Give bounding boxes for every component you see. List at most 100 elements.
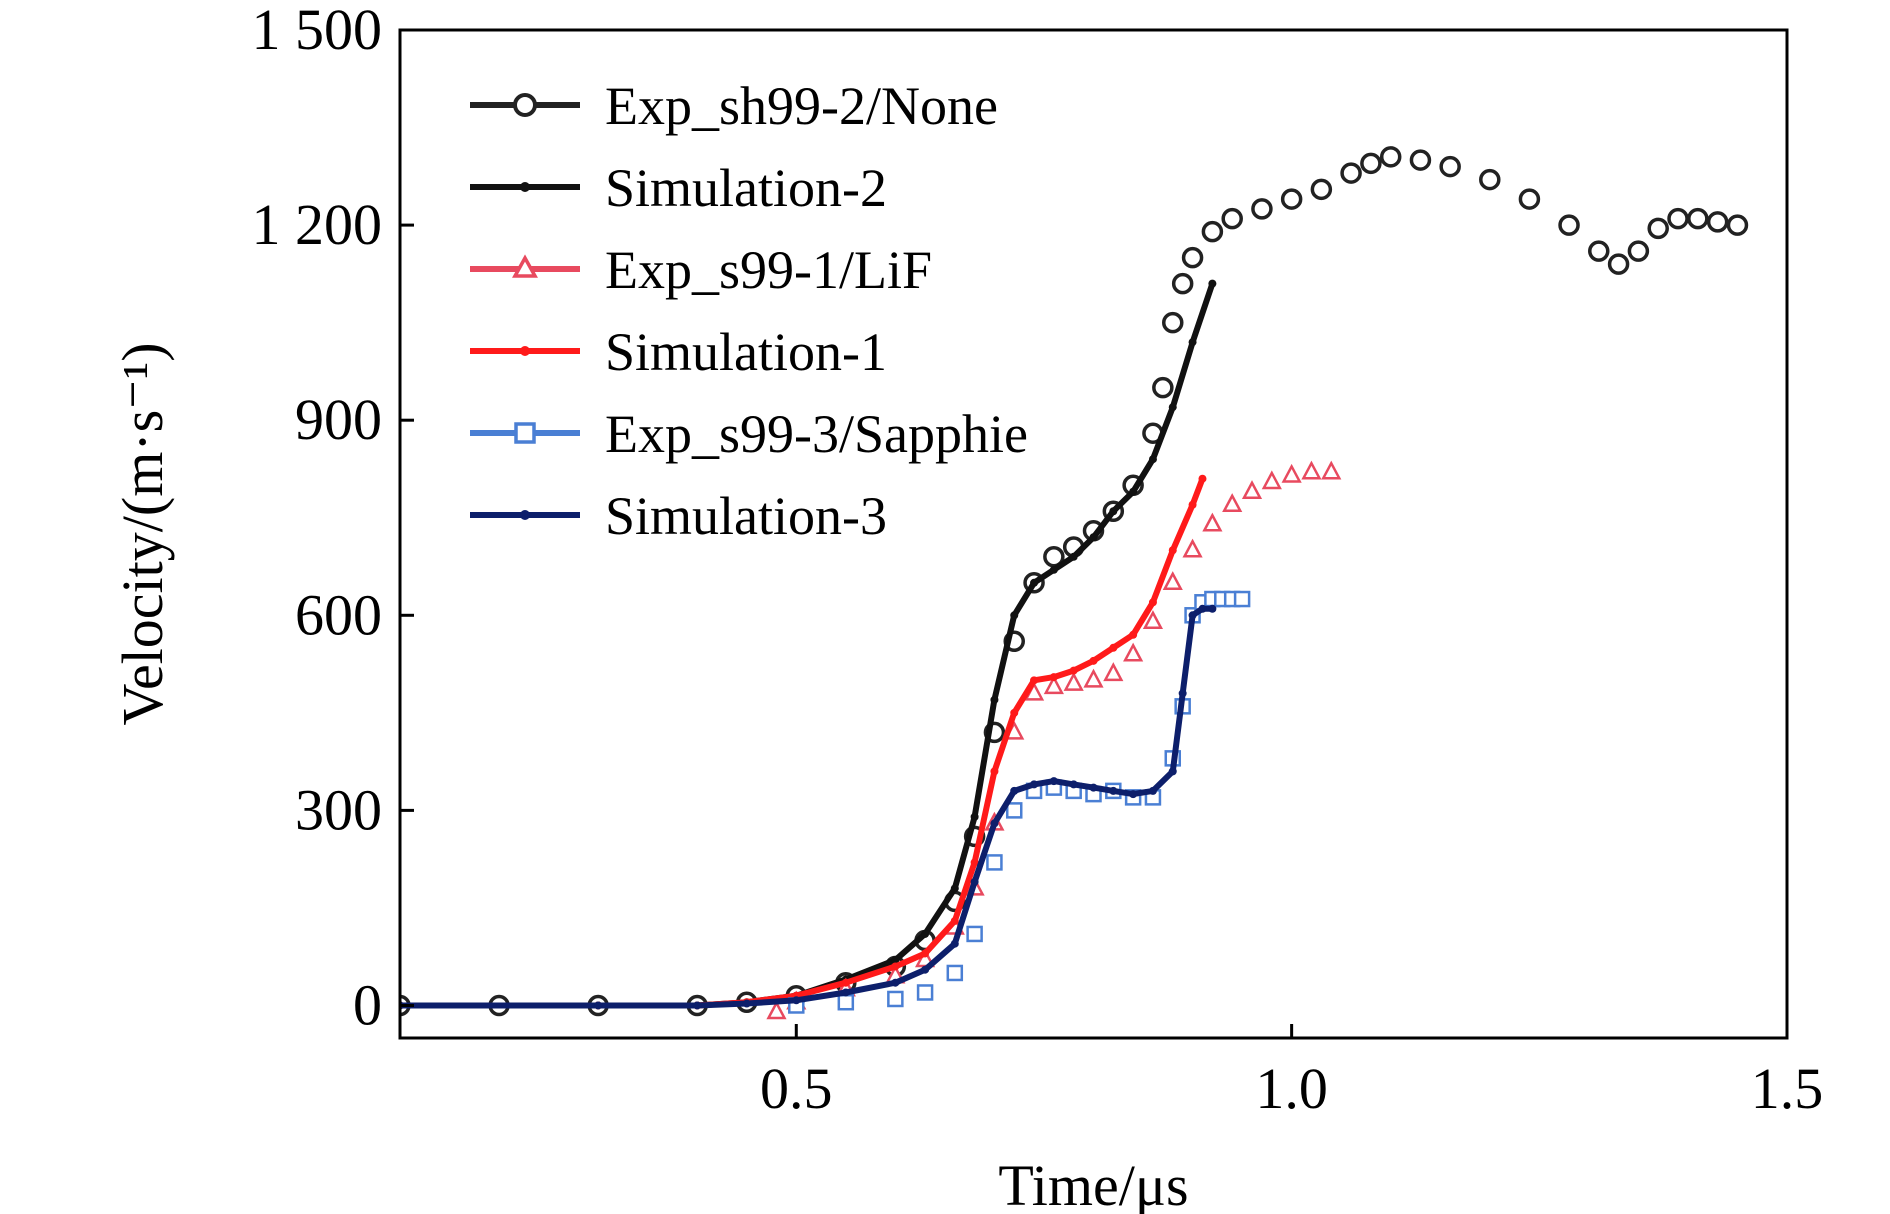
data-point-6-6 <box>841 988 850 997</box>
data-point-4-8 <box>921 949 930 958</box>
data-point-1-43 <box>1687 207 1709 230</box>
legend-marker-4 <box>520 346 530 356</box>
data-point-6-12 <box>1010 786 1019 795</box>
data-point-2-22 <box>1208 279 1217 288</box>
legend-marker-2 <box>520 182 530 192</box>
series-6 <box>400 604 1217 1010</box>
data-point-2-9 <box>950 884 959 893</box>
data-point-3-13 <box>1083 668 1104 688</box>
data-point-6-19 <box>1148 786 1157 795</box>
legend-label-4: Simulation-1 <box>605 322 887 382</box>
legend-label-1: Exp_sh99-2/None <box>605 76 998 136</box>
data-point-2-20 <box>1168 403 1177 412</box>
data-point-2-11 <box>990 695 999 704</box>
legend-item-6: Simulation-3 <box>470 486 887 546</box>
data-point-5-5 <box>946 964 964 982</box>
y-axis-title: Velocity/(m·s⁻¹) <box>110 342 175 725</box>
data-point-6-24 <box>1208 604 1217 613</box>
data-point-6-21 <box>1178 689 1187 698</box>
data-point-1-44 <box>1706 211 1729 233</box>
data-point-1-37 <box>1558 214 1580 236</box>
legend-label-3: Exp_s99-1/LiF <box>605 240 932 300</box>
data-point-6-17 <box>1109 786 1118 795</box>
data-point-1-40 <box>1627 240 1650 262</box>
data-point-4-19 <box>1148 598 1157 607</box>
data-point-3-21 <box>1241 480 1263 499</box>
data-point-3-23 <box>1281 463 1302 483</box>
data-point-1-29 <box>1310 178 1333 201</box>
y-tick-label-2: 300 <box>295 777 382 842</box>
data-point-6-15 <box>1069 780 1078 789</box>
y-tick-label-1: 0 <box>353 972 382 1037</box>
data-point-2-10 <box>970 812 979 821</box>
legend-marker-6 <box>520 510 530 520</box>
x-tick-label-1: 0.5 <box>760 1056 833 1121</box>
data-point-2-13 <box>1030 578 1039 587</box>
data-point-5-23 <box>1233 590 1251 608</box>
data-point-2-8 <box>921 929 930 938</box>
data-point-3-20 <box>1222 493 1243 512</box>
data-point-5-3 <box>887 990 904 1008</box>
data-point-6-10 <box>970 877 979 886</box>
data-point-2-12 <box>1010 611 1019 620</box>
data-point-1-27 <box>1251 198 1273 220</box>
data-point-4-11 <box>990 767 999 776</box>
legend-item-4: Simulation-1 <box>470 322 887 382</box>
data-point-1-41 <box>1647 217 1669 240</box>
data-point-5-2 <box>837 993 855 1011</box>
data-point-2-7 <box>891 955 900 964</box>
data-point-1-26 <box>1221 207 1243 230</box>
data-point-1-25 <box>1201 220 1224 243</box>
data-point-5-8 <box>1005 802 1023 819</box>
data-point-3-22 <box>1261 470 1282 490</box>
data-point-3-25 <box>1321 460 1342 480</box>
data-point-6-3 <box>693 1001 702 1010</box>
x-tick-label-3: 1.5 <box>1751 1056 1824 1121</box>
data-point-4-7 <box>891 962 900 971</box>
legend-item-2: Simulation-2 <box>470 158 887 218</box>
data-point-1-23 <box>1171 272 1194 295</box>
data-point-3-12 <box>1063 671 1084 691</box>
data-point-1-33 <box>1409 149 1432 171</box>
data-point-1-15 <box>1043 546 1065 568</box>
data-point-1-32 <box>1379 146 1402 168</box>
x-tick-label-2: 1.0 <box>1255 1056 1328 1121</box>
y-tick-label-6: 1 500 <box>252 0 383 62</box>
data-point-3-15 <box>1123 642 1144 662</box>
legend-item-3: Exp_s99-1/LiF <box>470 240 932 300</box>
data-point-3-18 <box>1182 538 1203 558</box>
data-point-6-9 <box>950 939 959 948</box>
y-tick-label-5: 1 200 <box>252 192 383 257</box>
data-point-1-31 <box>1360 152 1382 175</box>
data-point-2-17 <box>1109 507 1118 516</box>
legend-label-2: Simulation-2 <box>605 158 887 218</box>
data-point-4-13 <box>1030 676 1039 685</box>
data-point-4-14 <box>1049 673 1058 682</box>
data-point-4-9 <box>950 916 959 925</box>
data-point-1-30 <box>1340 162 1362 184</box>
data-point-2-19 <box>1148 455 1157 464</box>
data-point-3-24 <box>1301 460 1322 480</box>
data-point-6-11 <box>990 819 999 828</box>
series-line-6 <box>400 605 1216 1009</box>
legend-label-6: Simulation-3 <box>605 486 887 546</box>
data-point-2-14 <box>1049 565 1058 574</box>
x-axis-title: Time/μs <box>998 1153 1188 1214</box>
data-point-5-7 <box>986 854 1003 871</box>
data-point-3-1 <box>766 1000 787 1020</box>
data-point-2-16 <box>1089 533 1098 542</box>
data-point-6-2 <box>594 1001 603 1010</box>
data-point-1-38 <box>1588 240 1610 262</box>
data-point-2-18 <box>1129 487 1138 496</box>
legend-item-5: Exp_s99-3/Sapphie <box>470 404 1028 464</box>
legend: Exp_sh99-2/None Simulation-2 Exp_s99-1/LiF… <box>470 76 1028 546</box>
data-point-6-18 <box>1129 790 1138 799</box>
data-point-4-10 <box>970 858 979 867</box>
data-point-6-23 <box>1198 604 1207 613</box>
data-point-4-20 <box>1168 546 1177 555</box>
data-point-4-17 <box>1109 643 1118 652</box>
data-point-6-5 <box>792 996 801 1005</box>
series-layer <box>400 146 1749 1020</box>
data-point-1-35 <box>1479 168 1501 191</box>
